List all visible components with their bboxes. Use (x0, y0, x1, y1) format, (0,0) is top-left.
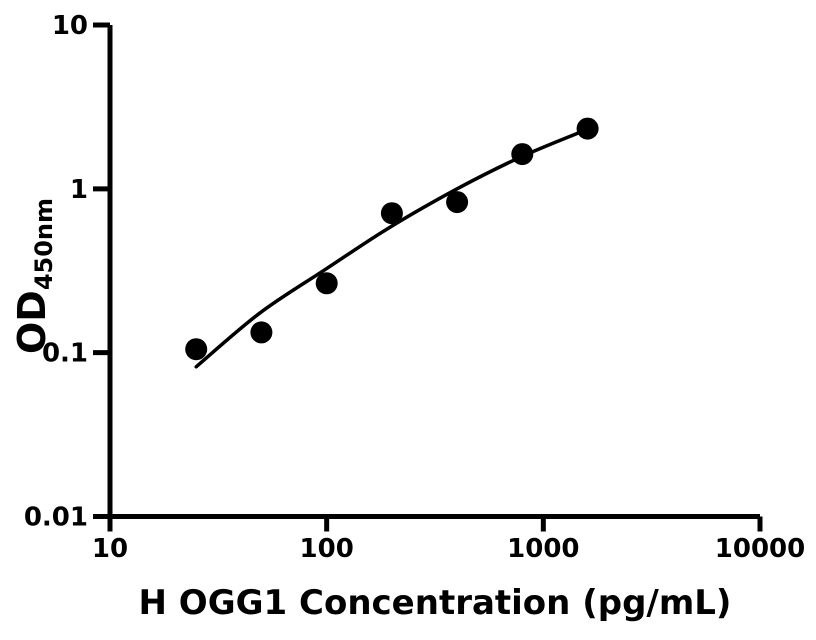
y-tick-label: 1 (70, 175, 88, 205)
data-point (380, 202, 403, 225)
data-point (315, 272, 338, 295)
x-axis-title: H OGG1 Concentration (pg/mL) (139, 583, 732, 623)
x-tick-label: 10000 (715, 534, 805, 564)
y-axis-title: OD450nm (10, 198, 58, 354)
x-tick-label: 10 (92, 534, 128, 564)
data-point (511, 143, 534, 166)
data-point (446, 191, 469, 214)
data-points (185, 117, 599, 361)
y-axis-title-main: OD (10, 290, 54, 354)
y-tick-label: 10 (52, 11, 88, 41)
x-tick-label: 1000 (507, 534, 579, 564)
y-tick-label: 0.01 (24, 503, 88, 533)
x-tick-label: 100 (300, 534, 354, 564)
x-axis-ticks: 10 100 1000 10000 (92, 516, 805, 564)
y-tick-label: 0.1 (42, 339, 88, 369)
y-axis-ticks: 10 1 0.1 0.01 (24, 11, 110, 533)
y-axis-title-subscript: 450nm (30, 198, 58, 290)
axis-spines (107, 25, 760, 519)
data-point (250, 321, 273, 344)
data-point (576, 117, 599, 140)
data-point (185, 338, 208, 361)
